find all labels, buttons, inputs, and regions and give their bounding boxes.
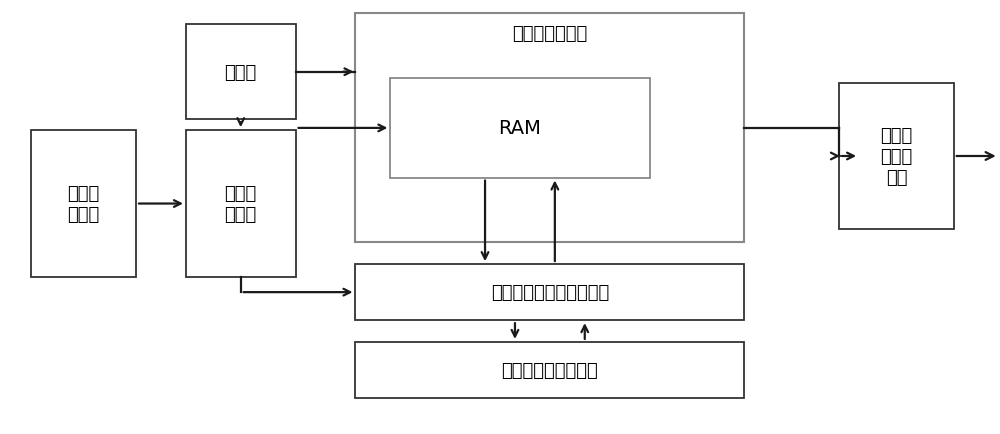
- FancyBboxPatch shape: [355, 14, 744, 243]
- Text: 数据解
析模块: 数据解 析模块: [225, 185, 257, 224]
- FancyBboxPatch shape: [31, 131, 136, 277]
- Text: 上位机: 上位机: [225, 63, 257, 82]
- Text: 人机交
互模块: 人机交 互模块: [68, 185, 100, 224]
- FancyBboxPatch shape: [186, 131, 296, 277]
- FancyBboxPatch shape: [355, 342, 744, 398]
- FancyBboxPatch shape: [186, 25, 296, 120]
- Text: 图像信号发生器: 图像信号发生器: [512, 25, 587, 43]
- FancyBboxPatch shape: [355, 264, 744, 320]
- Text: 同步动态随机存储控制器: 同步动态随机存储控制器: [491, 283, 609, 302]
- Text: 图像输
出编码
模块: 图像输 出编码 模块: [880, 127, 913, 186]
- Text: RAM: RAM: [499, 119, 541, 138]
- FancyBboxPatch shape: [390, 79, 650, 178]
- FancyBboxPatch shape: [839, 83, 954, 230]
- Text: 同步动态随机存储器: 同步动态随机存储器: [501, 361, 598, 379]
